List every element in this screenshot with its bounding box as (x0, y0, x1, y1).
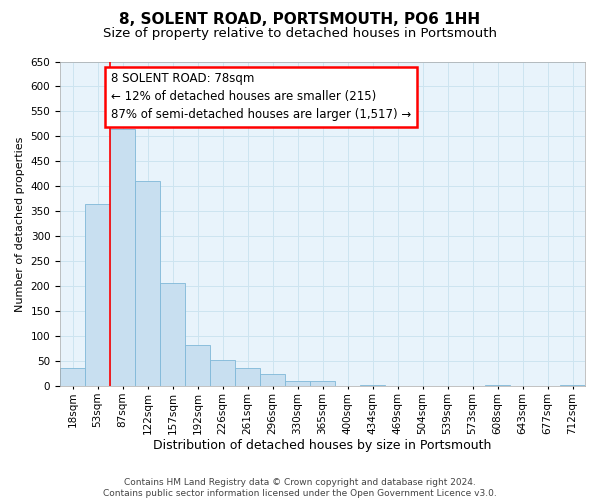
Bar (210, 360, 235, 386)
Bar (135, 182, 160, 386)
Bar (360, 385, 385, 386)
Bar (310, 382, 335, 386)
Bar (160, 283, 185, 387)
Bar (285, 382, 310, 386)
Bar (235, 368, 260, 386)
Bar (260, 374, 285, 386)
X-axis label: Distribution of detached houses by size in Portsmouth: Distribution of detached houses by size … (154, 440, 492, 452)
Y-axis label: Number of detached properties: Number of detached properties (15, 136, 25, 312)
Bar (110, 129, 135, 386)
Text: Size of property relative to detached houses in Portsmouth: Size of property relative to detached ho… (103, 28, 497, 40)
Bar (60, 368, 85, 386)
Text: 8, SOLENT ROAD, PORTSMOUTH, PO6 1HH: 8, SOLENT ROAD, PORTSMOUTH, PO6 1HH (119, 12, 481, 28)
Bar (185, 345, 210, 387)
Text: 8 SOLENT ROAD: 78sqm
← 12% of detached houses are smaller (215)
87% of semi-deta: 8 SOLENT ROAD: 78sqm ← 12% of detached h… (111, 72, 412, 122)
Bar (85, 204, 110, 386)
Text: Contains HM Land Registry data © Crown copyright and database right 2024.
Contai: Contains HM Land Registry data © Crown c… (103, 478, 497, 498)
